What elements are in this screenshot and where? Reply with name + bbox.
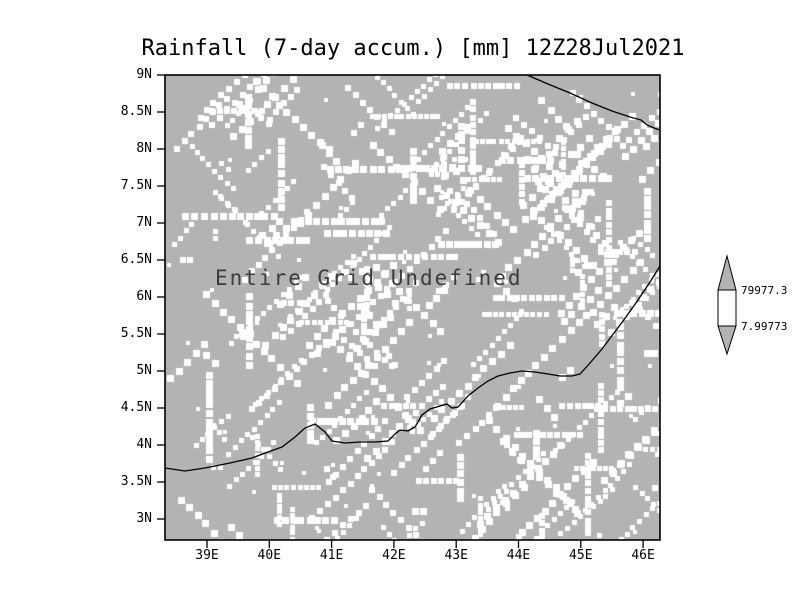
y-tick-label: 6N [136,289,152,304]
x-tick-label: 45E [569,548,593,563]
y-tick-label: 3.5N [120,474,152,489]
x-tick-label: 43E [444,548,468,563]
colorbar-min-label: 7.99773 [741,320,787,333]
y-tick-label: 4.5N [120,400,152,415]
rainfall-grid-canvas [165,75,660,540]
colorbar-top-arrow-icon [717,254,737,291]
chart-title: Rainfall (7-day accum.) [mm] 12Z28Jul202… [141,36,685,61]
colorbar-middle-band [717,289,737,327]
y-tick-label: 7.5N [120,178,152,193]
x-tick-label: 46E [631,548,655,563]
y-tick-label: 8.5N [120,104,152,119]
undefined-grid-annotation: Entire Grid Undefined [215,266,523,290]
y-tick-label: 6.5N [120,252,152,267]
x-tick-label: 40E [257,548,282,563]
y-tick-label: 9N [136,67,152,82]
y-tick-label: 4N [136,437,152,452]
x-tick-label: 39E [195,548,219,563]
x-tick-label: 42E [382,548,406,563]
x-tick-label: 41E [319,548,344,563]
y-tick-label: 5N [136,363,152,378]
colorbar: 79977.3 7.99773 [717,254,787,356]
colorbar-bottom-arrow-icon [717,325,737,356]
y-tick-label: 3N [136,511,152,526]
y-tick-label: 8N [136,141,152,156]
x-tick-label: 44E [506,548,531,563]
colorbar-max-label: 79977.3 [741,284,787,297]
y-tick-label: 7N [136,215,152,230]
y-tick-label: 5.5N [120,326,152,341]
